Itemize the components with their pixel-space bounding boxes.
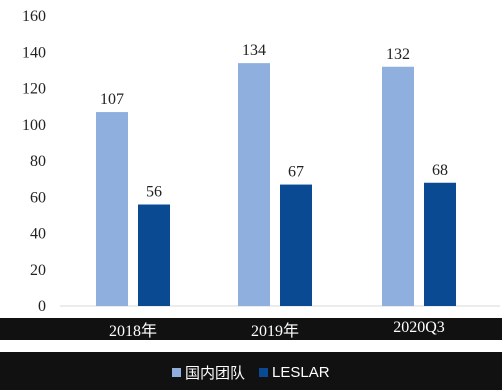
y-axis: 0 20 40 60 80 100 120 140 160 bbox=[22, 8, 46, 315]
legend: 国内团队 LESLAR bbox=[0, 352, 502, 390]
data-labels-group: 107 56 134 67 132 68 bbox=[100, 42, 448, 200]
y-tick-label: 0 bbox=[38, 298, 46, 315]
y-tick-label: 160 bbox=[22, 8, 46, 25]
y-tick-label: 40 bbox=[30, 226, 46, 243]
category-labels-group: 2018年 2019年 2020Q3 bbox=[109, 319, 445, 340]
data-label: 68 bbox=[432, 162, 448, 179]
bar-domestic bbox=[238, 63, 270, 306]
y-tick-label: 120 bbox=[22, 81, 46, 98]
bar-domestic bbox=[96, 112, 128, 306]
legend-item-leslar: LESLAR bbox=[259, 364, 330, 381]
legend-swatch-leslar bbox=[259, 368, 269, 377]
y-tick-label: 100 bbox=[22, 117, 46, 134]
data-label: 56 bbox=[146, 184, 162, 201]
bar-leslar bbox=[280, 184, 312, 306]
legend-label-leslar: LESLAR bbox=[272, 364, 330, 381]
y-tick-label: 80 bbox=[30, 153, 46, 170]
bars-group bbox=[96, 63, 456, 306]
data-label: 134 bbox=[242, 42, 266, 59]
category-label: 2020Q3 bbox=[393, 319, 445, 336]
category-label: 2019年 bbox=[251, 322, 299, 340]
category-label: 2018年 bbox=[109, 322, 157, 340]
y-tick-label: 60 bbox=[30, 189, 46, 206]
bar-domestic bbox=[382, 66, 414, 306]
data-label: 67 bbox=[288, 164, 304, 181]
bar-leslar bbox=[424, 182, 456, 306]
bar-leslar bbox=[138, 204, 170, 306]
legend-label-domestic: 国内团队 bbox=[185, 365, 246, 382]
category-band bbox=[0, 318, 502, 340]
y-tick-label: 20 bbox=[30, 262, 46, 279]
data-label: 107 bbox=[100, 91, 124, 108]
y-tick-label: 140 bbox=[22, 44, 46, 61]
legend-swatch-domestic bbox=[172, 368, 181, 377]
data-label: 132 bbox=[386, 46, 410, 63]
legend-item-domestic: 国内团队 bbox=[172, 362, 245, 383]
